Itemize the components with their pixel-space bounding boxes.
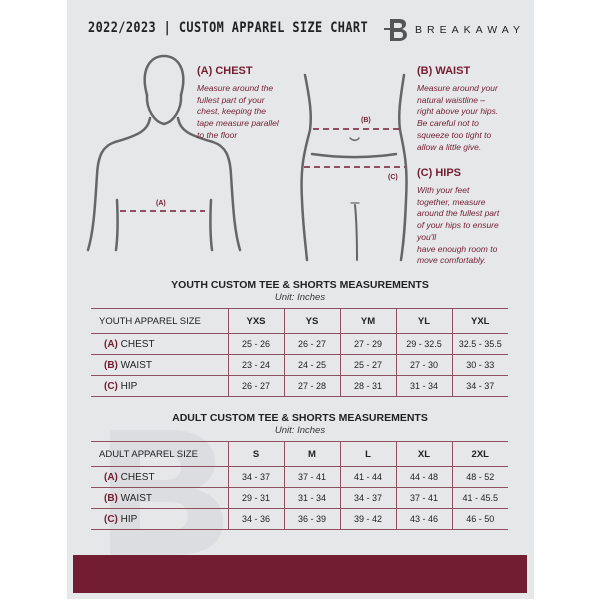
adult-table-unit: Unit: Inches	[274, 425, 326, 436]
row-label: (A) CHEST	[91, 333, 228, 355]
size-header: XL	[395, 441, 452, 467]
column-header: YOUTH APPAREL SIZE	[91, 308, 228, 334]
adult-size-table: ADULT APPAREL SIZE S M L XL 2XL (A) CHES…	[91, 441, 508, 530]
chest-heading: (A) CHEST	[197, 65, 253, 77]
cell: 37 - 41	[395, 487, 452, 509]
hips-heading: (C) HIPS	[417, 167, 461, 179]
table-row: (B) WAIST 29 - 31 31 - 34 34 - 37 37 - 4…	[91, 487, 508, 509]
waist-instructions: Measure around your natural waistline – …	[417, 83, 499, 152]
cell: 34 - 37	[227, 466, 284, 488]
cell: 34 - 36	[227, 508, 284, 530]
cell: 37 - 41	[283, 466, 340, 488]
cell: 41 - 45.5	[451, 487, 508, 509]
cell: 27 - 30	[395, 354, 452, 376]
lower-body-figure	[300, 73, 408, 262]
table-row: (A) CHEST 34 - 37 37 - 41 41 - 44 44 - 4…	[91, 466, 508, 488]
size-header: YXS	[227, 308, 284, 334]
cell: 46 - 50	[451, 508, 508, 530]
waist-heading: (B) WAIST	[417, 65, 471, 77]
size-header: YM	[339, 308, 396, 334]
footer-band	[73, 555, 527, 593]
cell: 23 - 24	[227, 354, 284, 376]
cell: 34 - 37	[451, 375, 508, 397]
cell: 29 - 31	[227, 487, 284, 509]
size-header: 2XL	[451, 441, 508, 467]
waist-marker: (B)	[361, 117, 371, 124]
table-row: (C) HIP 26 - 27 27 - 28 28 - 31 31 - 34 …	[91, 375, 508, 397]
table-header-row: YOUTH APPAREL SIZE YXS YS YM YL YXL	[91, 308, 508, 334]
upper-body-figure	[86, 54, 242, 252]
column-header: ADULT APPAREL SIZE	[91, 441, 228, 467]
cell: 41 - 44	[339, 466, 396, 488]
cell: 26 - 27	[283, 333, 340, 355]
cell: 48 - 52	[451, 466, 508, 488]
size-header: YS	[283, 308, 340, 334]
cell: 39 - 42	[339, 508, 396, 530]
youth-size-table: YOUTH APPAREL SIZE YXS YS YM YL YXL (A) …	[91, 308, 508, 397]
table-header-row: ADULT APPAREL SIZE S M L XL 2XL	[91, 441, 508, 467]
row-label: (A) CHEST	[91, 466, 228, 488]
cell: 34 - 37	[339, 487, 396, 509]
table-row: (B) WAIST 23 - 24 24 - 25 25 - 27 27 - 3…	[91, 354, 508, 376]
size-header: L	[339, 441, 396, 467]
hips-instructions: With your feet together, measure around …	[417, 185, 500, 266]
cell: 31 - 34	[283, 487, 340, 509]
row-label: (B) WAIST	[91, 354, 228, 376]
table-row: (C) HIP 34 - 36 36 - 39 39 - 42 43 - 46 …	[91, 508, 508, 530]
body-figures	[86, 54, 408, 262]
cell: 29 - 32.5	[395, 333, 452, 355]
cell: 30 - 33	[451, 354, 508, 376]
row-label: (C) HIP	[91, 375, 228, 397]
cell: 26 - 27	[227, 375, 284, 397]
size-header: YXL	[451, 308, 508, 334]
chest-marker: (A)	[156, 200, 166, 207]
cell: 44 - 48	[395, 466, 452, 488]
chest-instructions: Measure around the fullest part of your …	[197, 83, 279, 140]
adult-table-title: ADULT CUSTOM TEE & SHORTS MEASUREMENTS	[172, 412, 428, 424]
cell: 32.5 - 35.5	[451, 333, 508, 355]
cell: 27 - 29	[339, 333, 396, 355]
hips-marker: (C)	[388, 174, 398, 181]
cell: 24 - 25	[283, 354, 340, 376]
row-label: (B) WAIST	[91, 487, 228, 509]
size-header: M	[283, 441, 340, 467]
table-row: (A) CHEST 25 - 26 26 - 27 27 - 29 29 - 3…	[91, 333, 508, 355]
breakaway-logo-icon	[384, 19, 407, 41]
cell: 31 - 34	[395, 375, 452, 397]
cell: 25 - 27	[339, 354, 396, 376]
cell: 28 - 31	[339, 375, 396, 397]
cell: 27 - 28	[283, 375, 340, 397]
size-header: YL	[395, 308, 452, 334]
youth-table-title: YOUTH CUSTOM TEE & SHORTS MEASUREMENTS	[171, 279, 429, 291]
youth-table-unit: Unit: Inches	[274, 292, 326, 303]
size-header: S	[227, 441, 284, 467]
cell: 25 - 26	[227, 333, 284, 355]
brand-name: BREAKAWAY	[415, 24, 525, 36]
row-label: (C) HIP	[91, 508, 228, 530]
cell: 36 - 39	[283, 508, 340, 530]
page-title: 2022/2023 | CUSTOM APPAREL SIZE CHART	[88, 20, 369, 36]
cell: 43 - 46	[395, 508, 452, 530]
